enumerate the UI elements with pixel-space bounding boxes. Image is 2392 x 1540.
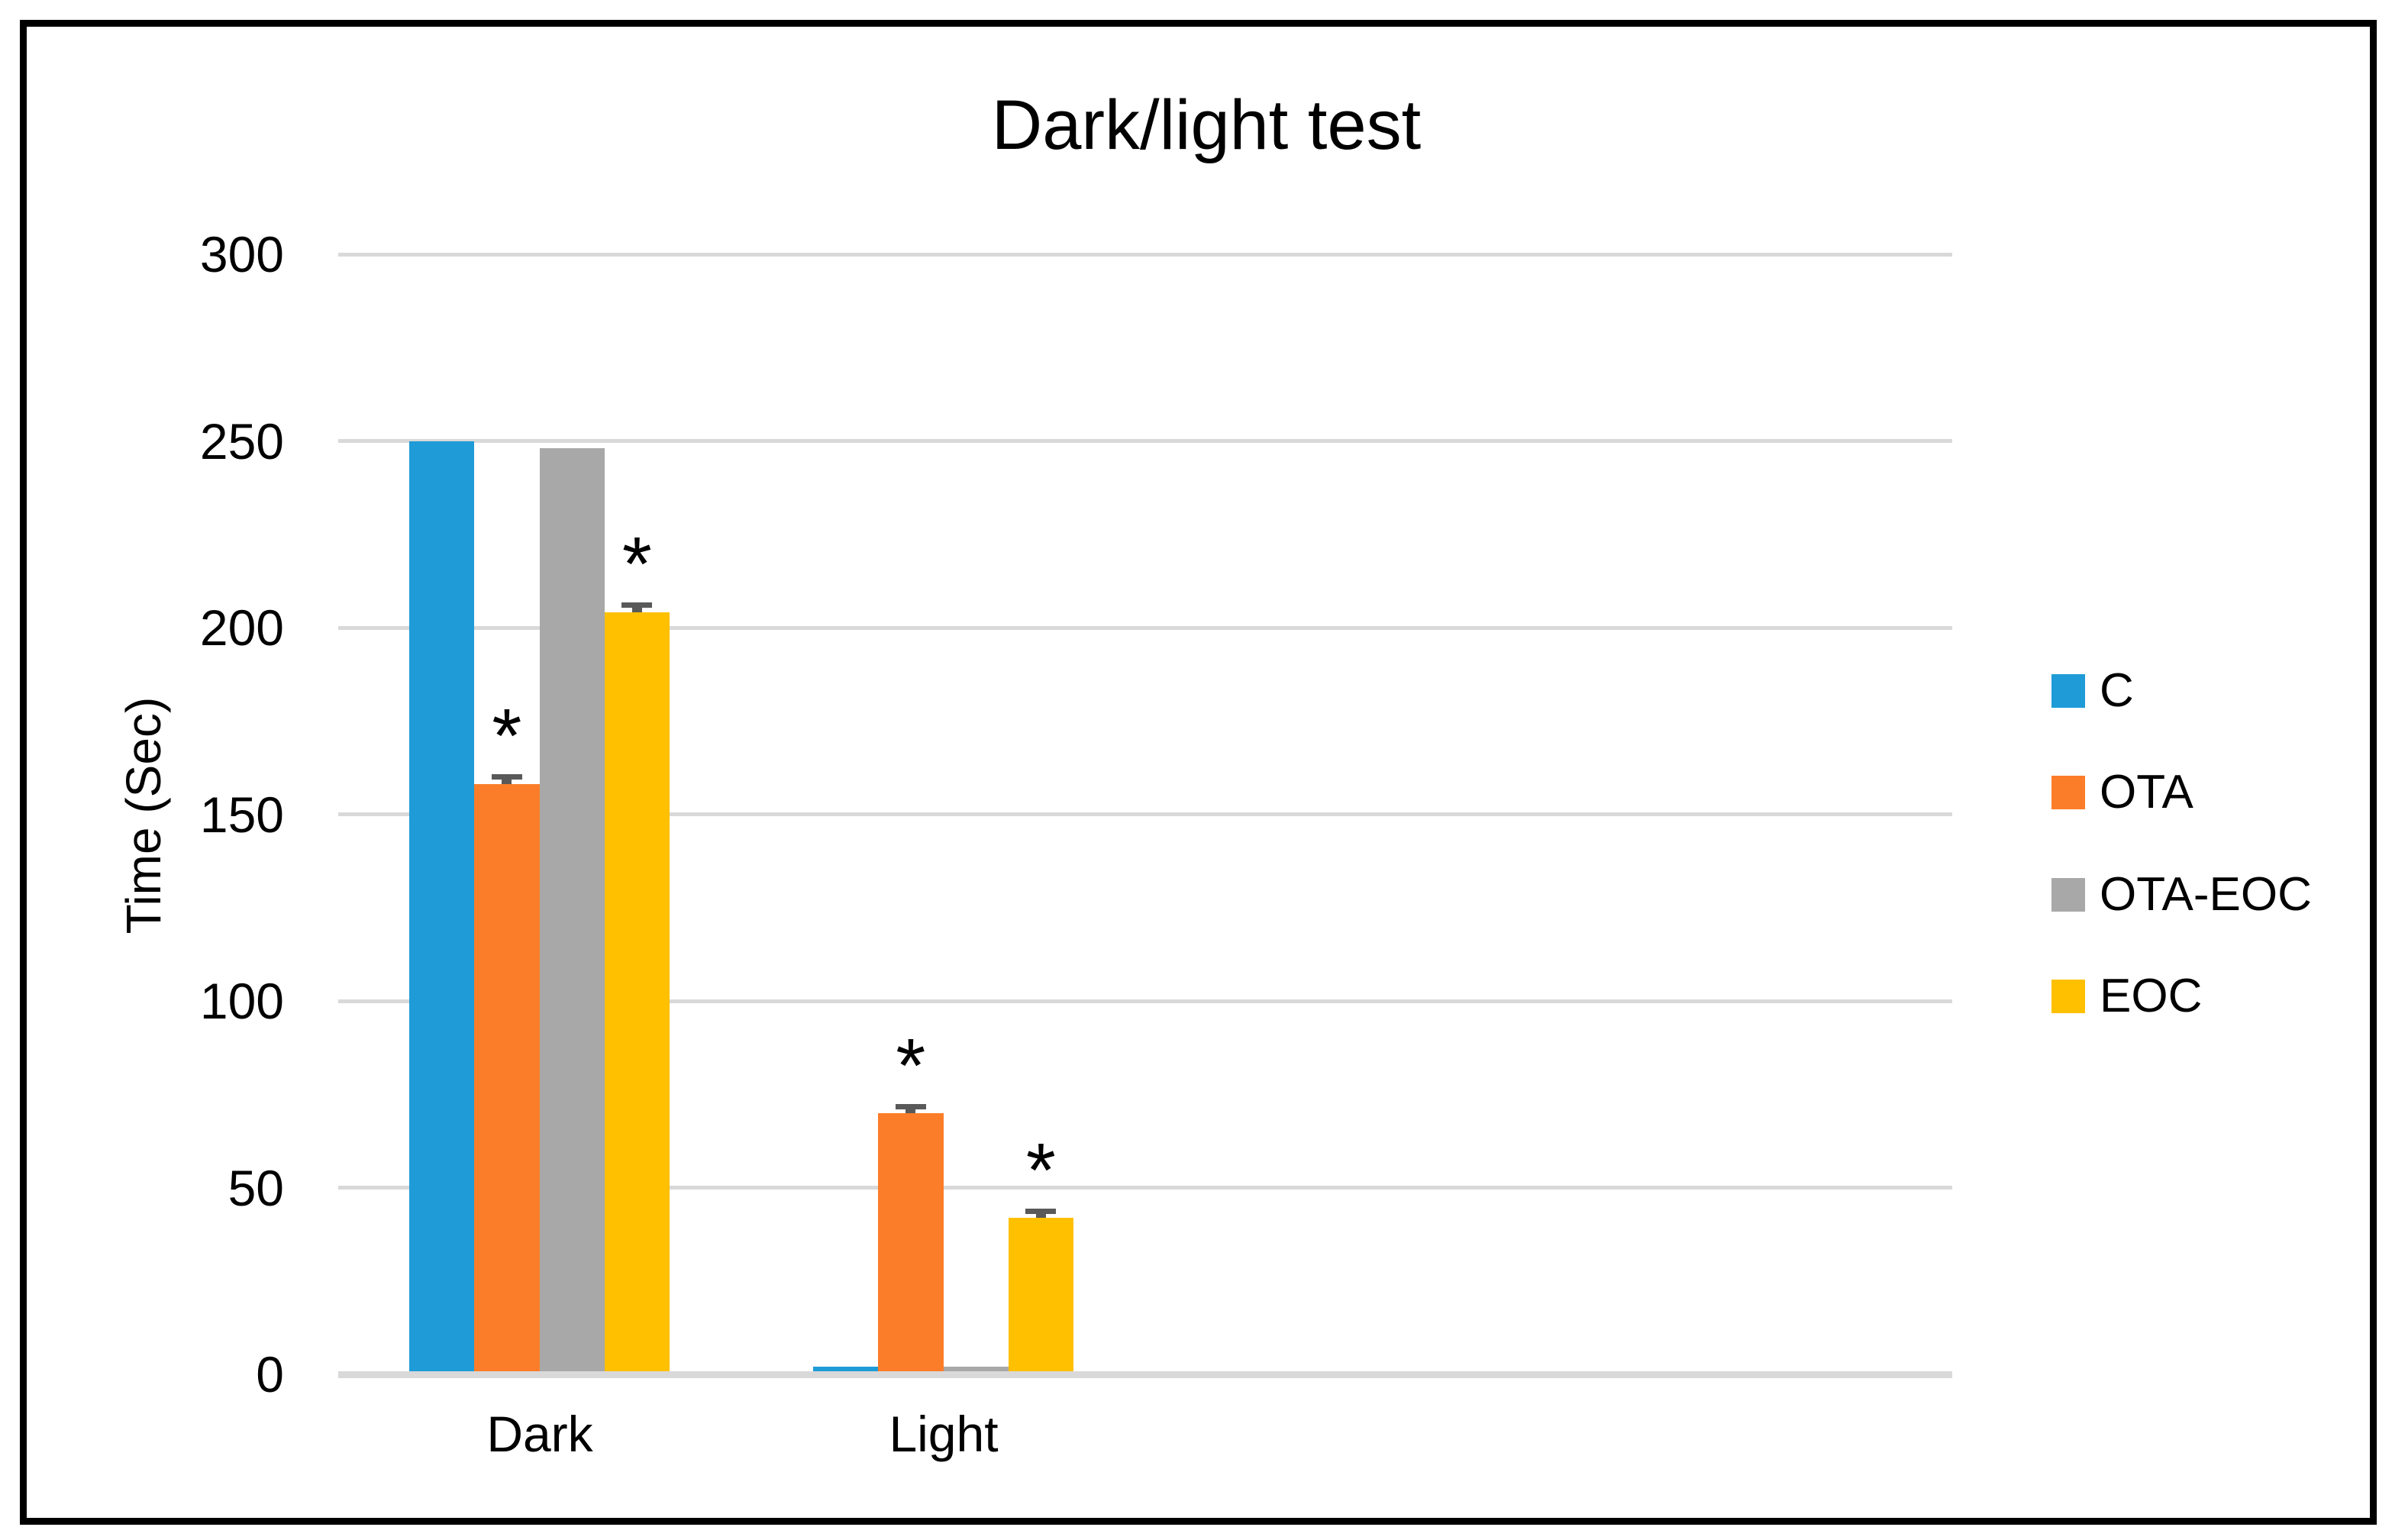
legend-label-OTA: OTA <box>2100 766 2193 819</box>
bar-OTA-Dark <box>474 784 540 1374</box>
bar-EOC-Light <box>1008 1217 1073 1374</box>
significance-asterisk-EOC-Dark: * <box>621 521 652 607</box>
bar-EOC-Dark <box>604 612 670 1374</box>
y-tick-label-150: 150 <box>199 786 284 843</box>
significance-asterisk-OTA-Light: * <box>896 1023 926 1109</box>
x-category-label-Dark: Dark <box>486 1406 593 1462</box>
error-bar-cap-EOC-Light <box>1025 1209 1057 1215</box>
error-bar-cap-OTA-Light <box>895 1104 926 1110</box>
x-category-label-Light: Light <box>889 1406 999 1462</box>
error-bar-cap-EOC-Dark <box>621 602 653 608</box>
error-bar-cap-OTA-Dark <box>491 773 522 780</box>
bar-C-Dark <box>409 441 475 1374</box>
gridline-250 <box>338 439 1952 443</box>
x-axis-line <box>338 1371 1952 1378</box>
gridline-100 <box>338 999 1952 1003</box>
legend-swatch-EOC <box>2051 979 2085 1013</box>
y-tick-label-300: 300 <box>199 226 284 282</box>
y-tick-label-100: 100 <box>199 973 284 1029</box>
gridline-200 <box>338 625 1952 630</box>
error-bar-stem-OTA-Dark <box>502 779 512 785</box>
legend-swatch-C <box>2051 674 2085 708</box>
y-tick-label-50: 50 <box>228 1159 284 1216</box>
gridline-150 <box>338 812 1952 816</box>
bar-C-Light <box>813 1367 879 1374</box>
y-tick-label-250: 250 <box>199 412 284 470</box>
y-tick-label-200: 200 <box>199 599 284 656</box>
error-bar-stem-EOC-Dark <box>631 607 642 613</box>
significance-asterisk-EOC-Light: * <box>1025 1128 1056 1214</box>
chart-title: Dark/light test <box>991 86 1422 164</box>
legend-label-C: C <box>2100 664 2134 717</box>
bar-OTA-EOC-Light <box>943 1367 1009 1374</box>
legend-label-OTA-EOC: OTA-EOC <box>2100 867 2312 921</box>
bar-OTA-EOC-Dark <box>539 448 605 1374</box>
gridline-300 <box>338 252 1952 257</box>
gridline-50 <box>338 1186 1952 1190</box>
error-bar-stem-EOC-Light <box>1035 1214 1046 1218</box>
chart-border-frame <box>20 20 2377 1525</box>
error-bar-stem-OTA-Light <box>905 1109 916 1113</box>
bar-OTA-Light <box>878 1112 944 1374</box>
significance-asterisk-OTA-Dark: * <box>492 693 522 779</box>
legend-label-EOC: EOC <box>2100 969 2203 1022</box>
y-tick-label-0: 0 <box>256 1346 284 1403</box>
legend-swatch-OTA-EOC <box>2051 877 2085 912</box>
legend-swatch-OTA <box>2051 776 2085 810</box>
